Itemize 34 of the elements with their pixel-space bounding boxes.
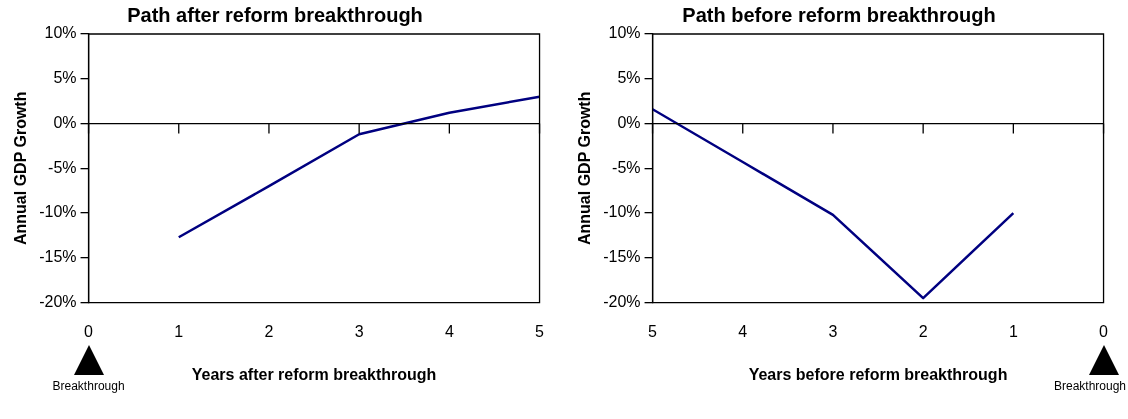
y-tick-label: 5% bbox=[53, 69, 77, 87]
x-tick-label: 0 bbox=[1099, 322, 1109, 340]
y-tick-label: 0% bbox=[617, 113, 641, 131]
x-tick-label: 1 bbox=[174, 322, 184, 340]
x-tick-label: 2 bbox=[264, 322, 274, 340]
y-tick-label: -20% bbox=[603, 293, 641, 311]
text: Breakthrough bbox=[1053, 378, 1127, 393]
chart-title: Path before reform breakthrough bbox=[682, 3, 996, 26]
y-tick-label: 10% bbox=[608, 24, 641, 42]
x-tick-label: 3 bbox=[828, 322, 838, 340]
y-tick-label: -10% bbox=[603, 203, 641, 221]
y-tick-label: 5% bbox=[617, 69, 641, 87]
chart-title: Path after reform breakthrough bbox=[127, 3, 423, 26]
x-tick-label: 4 bbox=[738, 322, 748, 340]
y-tick-label: -15% bbox=[603, 248, 641, 266]
y-tick-label: -5% bbox=[612, 158, 641, 176]
y-axis-title: Annual GDP Growth bbox=[12, 91, 30, 246]
x-tick-label: 4 bbox=[444, 322, 454, 340]
x-axis-title: Years after reform breakthrough bbox=[191, 365, 437, 383]
y-axis-title: Annual GDP Growth bbox=[576, 91, 594, 246]
y-tick-label: -5% bbox=[48, 158, 77, 176]
y-tick-label: 10% bbox=[44, 24, 77, 42]
x-tick-label: 5 bbox=[535, 322, 545, 340]
y-tick-label: 0% bbox=[53, 113, 77, 131]
x-axis-title: Years before reform breakthrough bbox=[748, 365, 1008, 383]
x-tick-label: 2 bbox=[918, 322, 928, 340]
x-tick-label: 3 bbox=[354, 322, 364, 340]
y-tick-label: -10% bbox=[39, 203, 77, 221]
x-tick-label: 0 bbox=[84, 322, 94, 340]
y-tick-label: -15% bbox=[39, 248, 77, 266]
x-tick-label: 5 bbox=[648, 322, 658, 340]
x-tick-label: 1 bbox=[1008, 322, 1018, 340]
y-tick-label: -20% bbox=[39, 293, 77, 311]
text: Breakthrough bbox=[52, 378, 125, 393]
